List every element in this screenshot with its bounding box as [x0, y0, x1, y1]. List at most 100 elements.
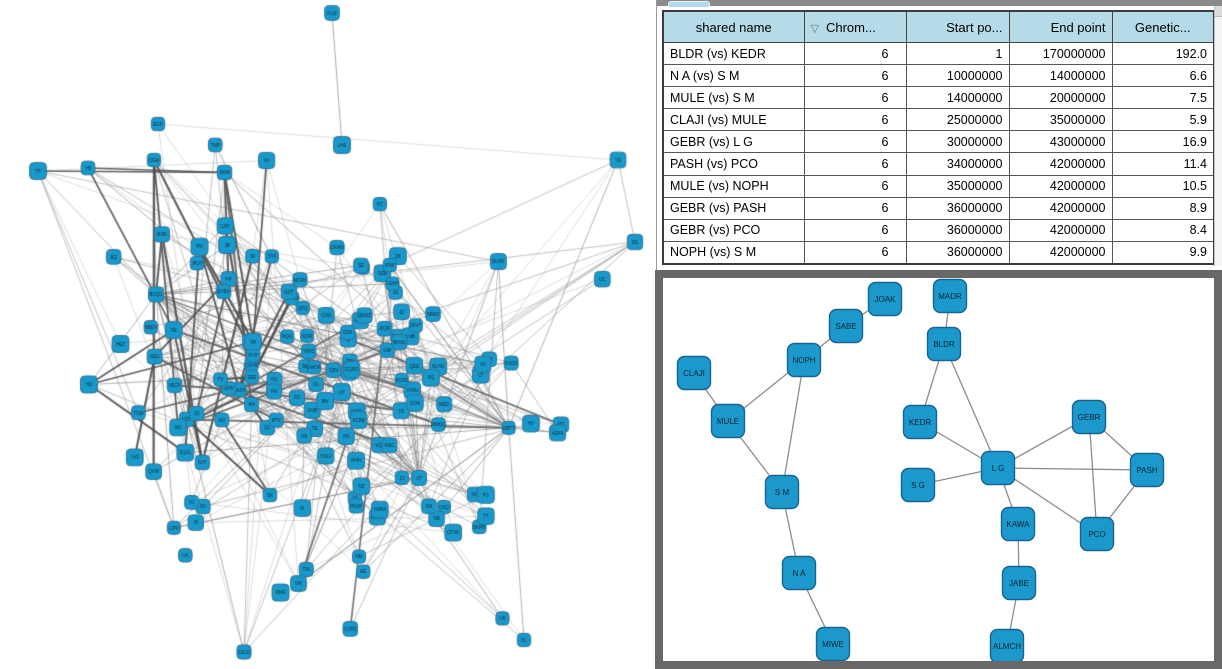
table-cell-end: 35000000 — [1008, 108, 1113, 132]
table-cell-shared_name: GEBR (vs) PASH — [662, 196, 805, 220]
table-cell-start: 34000000 — [905, 152, 1010, 176]
table-cell-end: 42000000 — [1008, 196, 1113, 220]
subnet-node-KEDR[interactable]: KEDR — [902, 404, 938, 440]
table-cell-start: 36000000 — [905, 240, 1010, 265]
subnet-node-PCO[interactable]: PCO — [1079, 516, 1115, 552]
table-row[interactable]: MULE (vs) NOPH 6 35000000 42000000 10.5 — [662, 174, 1215, 198]
subnet-node-KAWA[interactable]: KAWA — [1000, 506, 1036, 542]
subnet-node-N A[interactable]: N A — [781, 555, 817, 591]
column-header-chromosome[interactable]: ▽ Chrom... — [803, 10, 907, 43]
table-cell-start: 1 — [905, 41, 1010, 66]
table-header-row: shared name ▽ Chrom... Start po... End point… — [662, 10, 1215, 43]
table-row[interactable]: GEBR (vs) PASH 6 36000000 42000000 8.9 — [662, 196, 1215, 220]
subnet-node-label: S G — [911, 481, 925, 490]
filter-icon[interactable]: ▽ — [810, 22, 819, 35]
subnet-node-shape — [867, 281, 903, 317]
sub-network-panel: JOAK MADR SABE BLDR NOPH CLAJI MULE KEDR GEBR L G… — [655, 270, 1222, 669]
table-scrollbar[interactable] — [1214, 6, 1222, 266]
subnet-node-shape — [900, 467, 936, 503]
subnet-node-MIWE[interactable]: MIWE — [815, 626, 851, 661]
table-cell-start: 36000000 — [905, 196, 1010, 220]
table-row[interactable]: PASH (vs) PCO 6 34000000 42000000 11.4 — [662, 152, 1215, 176]
subnet-node-CLAJI[interactable]: CLAJI — [676, 355, 712, 391]
table-cell-start: 10000000 — [905, 64, 1010, 88]
subnet-node-label: CLAJI — [683, 369, 705, 378]
table-cell-end: 170000000 — [1008, 41, 1113, 66]
subnet-node-SABE[interactable]: SABE — [828, 308, 864, 344]
table-cell-genetic: 7.5 — [1111, 86, 1215, 110]
column-header-shared_name[interactable]: shared name — [662, 10, 805, 43]
scrollbar-thumb[interactable] — [1215, 6, 1222, 17]
subnet-node-shape — [989, 628, 1025, 661]
subnet-edge-GEBR-PCO[interactable] — [1088, 416, 1098, 535]
table-row[interactable]: NOPH (vs) S M 6 36000000 42000000 9.9 — [662, 240, 1215, 265]
subnet-node-label: N A — [793, 569, 807, 578]
column-header-label: Start po... — [946, 19, 1003, 35]
table-cell-chromosome: 6 — [803, 130, 907, 154]
column-header-label: End point — [1050, 19, 1106, 35]
sub-network-view[interactable]: JOAK MADR SABE BLDR NOPH CLAJI MULE KEDR GEBR L G… — [663, 278, 1214, 661]
table-cell-start: 30000000 — [905, 130, 1010, 154]
table-cell-genetic: 11.4 — [1111, 152, 1215, 176]
subnet-node-MADR[interactable]: MADR — [932, 278, 968, 314]
subnet-edge-L G-PASH[interactable] — [997, 467, 1148, 471]
table-row[interactable]: BLDR (vs) KEDR 6 1 170000000 192.0 — [662, 41, 1215, 66]
subnet-node-shape — [781, 555, 817, 591]
table-cell-end: 42000000 — [1008, 174, 1113, 198]
subnet-node-S M[interactable]: S M — [764, 474, 800, 510]
subnet-node-label: NOPH — [792, 356, 815, 365]
subnet-edge-BLDR-L G[interactable] — [943, 343, 999, 469]
subnet-node-L G[interactable]: L G — [980, 450, 1016, 486]
table-row[interactable]: GEBR (vs) PCO 6 36000000 42000000 8.4 — [662, 218, 1215, 242]
subnet-node-JOAK[interactable]: JOAK — [867, 281, 903, 317]
column-header-start[interactable]: Start po... — [905, 10, 1010, 43]
table-cell-chromosome: 6 — [803, 108, 907, 132]
table-cell-end: 20000000 — [1008, 86, 1113, 110]
main-network-canvas[interactable] — [0, 0, 655, 669]
table-row[interactable]: N A (vs) S M 6 10000000 14000000 6.6 — [662, 64, 1215, 88]
column-header-label: shared name — [695, 19, 772, 35]
subnet-node-shape — [764, 474, 800, 510]
tab-fragment[interactable] — [668, 1, 710, 7]
edge-table-panel: shared name ▽ Chrom... Start po... End point… — [656, 0, 1222, 270]
table-cell-end: 42000000 — [1008, 240, 1113, 265]
table-cell-start: 14000000 — [905, 86, 1010, 110]
column-header-end[interactable]: End point — [1008, 10, 1113, 43]
table-cell-chromosome: 6 — [803, 240, 907, 265]
column-header-genetic[interactable]: Genetic... — [1111, 10, 1215, 43]
table-cell-shared_name: PASH (vs) PCO — [662, 152, 805, 176]
subnet-node-shape — [1129, 452, 1165, 488]
subnet-node-ALMCH[interactable]: ALMCH — [989, 628, 1025, 662]
table-row[interactable]: MULE (vs) S M 6 14000000 20000000 7.5 — [662, 86, 1215, 110]
subnet-node-shape — [926, 326, 962, 362]
table-cell-genetic: 8.4 — [1111, 218, 1215, 242]
subnet-node-S G[interactable]: S G — [900, 467, 936, 503]
subnet-node-shape — [815, 626, 851, 661]
table-cell-end: 42000000 — [1008, 218, 1113, 242]
subnet-node-shape — [932, 278, 968, 314]
subnet-node-label: MIWE — [822, 640, 844, 649]
table-cell-genetic: 8.9 — [1111, 196, 1215, 220]
table-row[interactable]: GEBR (vs) L G 6 30000000 43000000 16.9 — [662, 130, 1215, 154]
table-cell-chromosome: 6 — [803, 64, 907, 88]
subnet-node-BLDR[interactable]: BLDR — [926, 326, 962, 362]
table-row[interactable]: CLAJI (vs) MULE 6 25000000 35000000 5.9 — [662, 108, 1215, 132]
subnet-node-shape — [1001, 565, 1037, 601]
subnet-node-MULE[interactable]: MULE — [710, 403, 746, 439]
subnet-edge-NOPH-S M[interactable] — [781, 359, 805, 493]
subnet-node-label: PASH — [1136, 466, 1157, 475]
subnet-node-shape — [786, 342, 822, 378]
table-cell-genetic: 6.6 — [1111, 64, 1215, 88]
subnet-node-JABE[interactable]: JABE — [1001, 565, 1037, 601]
subnet-node-NOPH[interactable]: NOPH — [786, 342, 822, 378]
table-cell-genetic: 10.5 — [1111, 174, 1215, 198]
subnet-node-label: KAWA — [1007, 520, 1031, 529]
subnet-node-label: MULE — [717, 417, 739, 426]
table-cell-chromosome: 6 — [803, 152, 907, 176]
table-cell-shared_name: GEBR (vs) L G — [662, 130, 805, 154]
subnet-node-GEBR[interactable]: GEBR — [1071, 399, 1107, 435]
subnet-node-shape — [1071, 399, 1107, 435]
subnet-node-PASH[interactable]: PASH — [1129, 452, 1165, 488]
subnet-node-shape — [710, 403, 746, 439]
